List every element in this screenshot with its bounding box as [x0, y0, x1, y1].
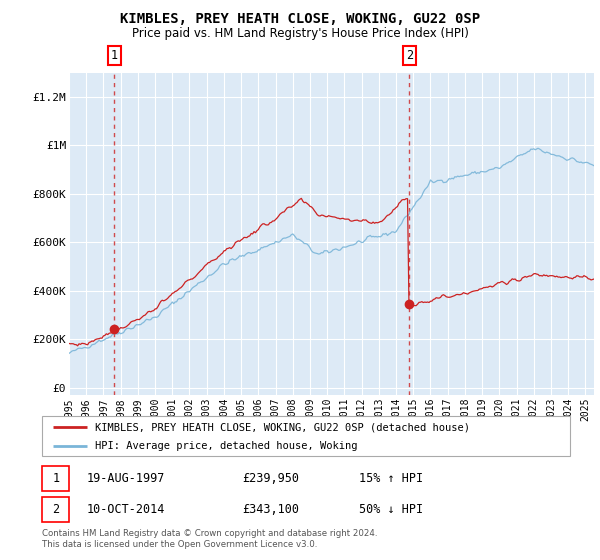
Text: 19-AUG-1997: 19-AUG-1997 — [87, 472, 165, 485]
Text: 15% ↑ HPI: 15% ↑ HPI — [359, 472, 423, 485]
Text: Contains HM Land Registry data © Crown copyright and database right 2024.
This d: Contains HM Land Registry data © Crown c… — [42, 529, 377, 549]
Text: Price paid vs. HM Land Registry's House Price Index (HPI): Price paid vs. HM Land Registry's House … — [131, 27, 469, 40]
Text: 2: 2 — [406, 49, 413, 62]
Text: £239,950: £239,950 — [242, 472, 299, 485]
Bar — [42, 497, 70, 522]
Text: 2: 2 — [52, 503, 59, 516]
Text: KIMBLES, PREY HEATH CLOSE, WOKING, GU22 0SP (detached house): KIMBLES, PREY HEATH CLOSE, WOKING, GU22 … — [95, 422, 470, 432]
Text: HPI: Average price, detached house, Woking: HPI: Average price, detached house, Woki… — [95, 441, 358, 451]
Text: KIMBLES, PREY HEATH CLOSE, WOKING, GU22 0SP: KIMBLES, PREY HEATH CLOSE, WOKING, GU22 … — [120, 12, 480, 26]
Text: 1: 1 — [52, 472, 59, 485]
Bar — [42, 466, 70, 491]
Text: 50% ↓ HPI: 50% ↓ HPI — [359, 503, 423, 516]
Text: £343,100: £343,100 — [242, 503, 299, 516]
Text: 10-OCT-2014: 10-OCT-2014 — [87, 503, 165, 516]
Text: 1: 1 — [111, 49, 118, 62]
